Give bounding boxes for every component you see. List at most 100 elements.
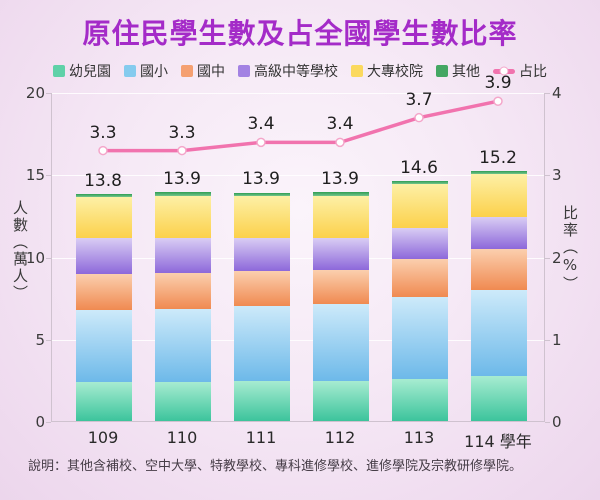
bar-segment-大專校院 bbox=[155, 195, 211, 239]
bar-segment-其他 bbox=[155, 192, 211, 196]
bar-segment-其他 bbox=[392, 180, 448, 185]
bar-segment-國中 bbox=[76, 273, 132, 310]
bar-segment-高級中等學校 bbox=[471, 217, 527, 250]
legend-item-幼兒園: 幼兒園 bbox=[53, 61, 111, 81]
x-axis-label: 111 bbox=[245, 428, 277, 447]
bar-segment-其他 bbox=[76, 193, 132, 198]
bar-segment-國中 bbox=[234, 271, 290, 306]
legend-swatch-icon bbox=[53, 65, 65, 77]
bar-segment-其他 bbox=[313, 192, 369, 196]
left-axis-title: 人數（萬人） bbox=[11, 200, 29, 302]
legend-label: 國中 bbox=[197, 64, 225, 80]
legend-label: 占比 bbox=[519, 64, 547, 80]
right-axis-tick-label: 2 bbox=[552, 248, 562, 267]
left-axis-tick-label: 20 bbox=[25, 84, 45, 102]
bar-total-label: 13.9 bbox=[321, 169, 359, 190]
x-axis-label: 112 bbox=[324, 428, 356, 447]
gridline bbox=[52, 339, 544, 341]
ratio-value-label: 3.3 bbox=[168, 122, 196, 143]
left-axis-tick bbox=[46, 175, 51, 177]
legend-line-marker-icon bbox=[493, 66, 515, 76]
x-axis-label: 114 學年 bbox=[464, 432, 532, 451]
bar-segment-國小 bbox=[155, 309, 211, 382]
right-axis-tick bbox=[545, 339, 550, 341]
bar-segment-幼兒園 bbox=[155, 381, 211, 421]
right-axis-tick-label: 0 bbox=[552, 413, 562, 431]
bar-segment-國小 bbox=[234, 305, 290, 381]
x-axis-label: 110 bbox=[166, 428, 198, 447]
gridline bbox=[52, 257, 544, 259]
bar-total-label: 15.2 bbox=[479, 147, 517, 168]
bar-segment-國小 bbox=[471, 290, 527, 376]
ratio-value-label: 3.9 bbox=[484, 73, 512, 94]
legend-swatch-icon bbox=[238, 65, 250, 77]
ratio-point-marker bbox=[493, 96, 503, 106]
left-axis-tick bbox=[46, 339, 51, 341]
bar-total-label: 13.8 bbox=[84, 170, 122, 191]
right-axis-tick bbox=[545, 422, 550, 423]
legend-item-國中: 國中 bbox=[181, 61, 225, 81]
ratio-value-label: 3.3 bbox=[89, 122, 117, 143]
bar-segment-幼兒園 bbox=[234, 380, 290, 421]
bar-segment-國小 bbox=[313, 304, 369, 381]
bar-segment-大專校院 bbox=[234, 195, 290, 238]
left-axis-tick bbox=[46, 422, 51, 423]
bar-total-label: 13.9 bbox=[242, 169, 280, 190]
bar-segment-其他 bbox=[234, 192, 290, 196]
bar-segment-幼兒園 bbox=[392, 379, 448, 421]
plot-area bbox=[51, 93, 545, 422]
legend-item-高級中等學校: 高級中等學校 bbox=[238, 61, 338, 81]
right-axis-title: 比率（%） bbox=[561, 205, 579, 293]
ratio-point-marker bbox=[98, 145, 108, 156]
left-axis-tick-label: 0 bbox=[35, 413, 45, 431]
ratio-value-label: 3.4 bbox=[247, 114, 275, 135]
ratio-point-marker bbox=[256, 137, 266, 148]
ratio-value-label: 3.7 bbox=[405, 89, 433, 110]
bar-segment-大專校院 bbox=[76, 197, 132, 239]
stacked-bar-114 bbox=[471, 171, 527, 421]
chart-title: 原住民學生數及占全國學生數比率 bbox=[82, 17, 518, 50]
bar-segment-大專校院 bbox=[471, 174, 527, 218]
right-axis-tick bbox=[545, 93, 550, 94]
stacked-bar-113 bbox=[392, 180, 448, 421]
bar-segment-高級中等學校 bbox=[392, 227, 448, 260]
x-axis-label: 109 bbox=[87, 428, 119, 447]
ratio-point-marker bbox=[335, 137, 345, 148]
bar-segment-其他 bbox=[471, 171, 527, 175]
legend-label: 幼兒園 bbox=[69, 64, 111, 80]
bar-total-label: 13.9 bbox=[163, 169, 201, 190]
legend-label: 高級中等學校 bbox=[254, 64, 338, 80]
gridline bbox=[52, 175, 544, 177]
ratio-line bbox=[101, 99, 500, 153]
x-axis-label: 113 bbox=[403, 428, 435, 447]
right-axis-tick bbox=[545, 257, 550, 259]
legend-swatch-icon bbox=[181, 65, 193, 77]
left-axis-tick bbox=[46, 93, 51, 94]
stacked-bar-112 bbox=[313, 192, 369, 421]
legend: 幼兒園 國小 國中 高級中等學校 大專校院 其他 占比 bbox=[0, 61, 600, 81]
legend-swatch-icon bbox=[351, 65, 363, 77]
legend-label: 其他 bbox=[452, 64, 480, 80]
bar-segment-國中 bbox=[392, 259, 448, 297]
bar-segment-幼兒園 bbox=[471, 375, 527, 421]
bar-total-label: 14.6 bbox=[400, 157, 438, 178]
bar-segment-幼兒園 bbox=[76, 381, 132, 421]
right-axis-tick bbox=[545, 175, 550, 177]
legend-item-其他: 其他 bbox=[436, 61, 480, 81]
bar-segment-國中 bbox=[313, 269, 369, 305]
stacked-bar-110 bbox=[155, 192, 211, 421]
bar-segment-國中 bbox=[471, 249, 527, 291]
ratio-point-marker bbox=[177, 145, 187, 156]
left-axis-tick-label: 5 bbox=[35, 330, 45, 349]
bar-segment-國中 bbox=[155, 272, 211, 310]
bar-segment-高級中等學校 bbox=[155, 238, 211, 273]
ratio-point-marker bbox=[414, 112, 424, 123]
legend-swatch-icon bbox=[124, 65, 136, 77]
left-axis-tick-label: 10 bbox=[25, 248, 45, 267]
bar-segment-高級中等學校 bbox=[234, 237, 290, 272]
bar-segment-國小 bbox=[76, 309, 132, 382]
right-axis-tick-label: 3 bbox=[552, 166, 562, 185]
legend-item-占比: 占比 bbox=[493, 61, 547, 81]
ratio-line-layer bbox=[98, 96, 503, 156]
